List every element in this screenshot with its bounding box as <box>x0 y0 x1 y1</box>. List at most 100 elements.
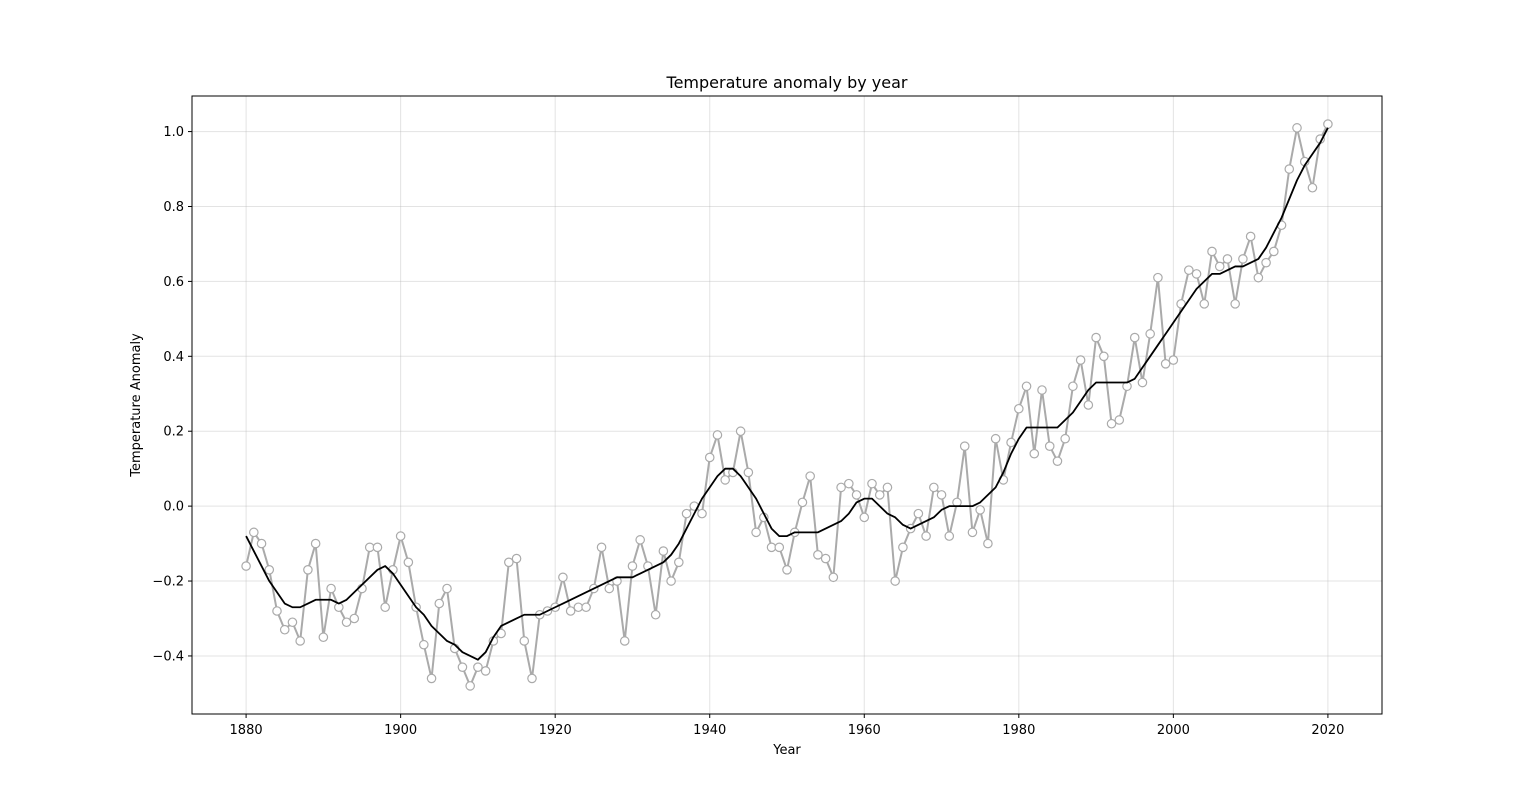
data-point <box>419 639 429 650</box>
data-point <box>349 613 360 624</box>
data-point <box>326 583 336 594</box>
data-point <box>473 662 483 672</box>
data-point <box>1083 400 1094 410</box>
data-point <box>1099 351 1109 362</box>
data-point <box>805 471 815 481</box>
data-point <box>1307 182 1318 193</box>
data-point <box>318 632 329 643</box>
data-point <box>604 583 615 594</box>
data-point <box>1199 299 1210 309</box>
data-point <box>944 531 955 541</box>
y-tick-label: 0.2 <box>163 425 184 440</box>
data-point <box>743 467 754 478</box>
data-point <box>372 542 383 553</box>
data-point <box>1145 329 1155 339</box>
data-point <box>681 508 692 519</box>
data-point <box>975 505 985 515</box>
data-point <box>836 482 846 493</box>
x-tick-label: 1920 <box>539 723 572 738</box>
data-point <box>395 531 406 541</box>
data-point <box>527 673 537 684</box>
x-tick-label: 2020 <box>1311 723 1344 738</box>
data-point <box>820 553 831 564</box>
data-point <box>1029 448 1040 459</box>
data-point <box>1168 355 1179 365</box>
y-tick-label: −0.2 <box>152 575 184 590</box>
data-point <box>813 550 823 560</box>
data-point <box>1323 119 1333 129</box>
y-tick-label: 0.0 <box>163 500 184 515</box>
x-tick-label: 1980 <box>1002 723 1035 738</box>
series-layer <box>241 119 1333 691</box>
data-point <box>859 512 870 523</box>
data-point <box>565 606 576 616</box>
data-point <box>797 497 808 508</box>
data-point <box>921 531 931 541</box>
data-point <box>310 538 321 549</box>
data-point <box>581 602 591 613</box>
x-tick-label: 1880 <box>230 723 263 738</box>
data-point <box>1114 415 1125 425</box>
data-point <box>697 508 707 519</box>
data-point <box>465 681 475 691</box>
data-point <box>264 564 275 575</box>
data-point <box>990 433 1001 444</box>
data-point <box>1284 164 1295 174</box>
data-point <box>983 538 993 549</box>
data-point <box>828 572 839 583</box>
data-point <box>735 426 746 437</box>
data-point <box>898 542 908 553</box>
data-point <box>619 636 630 646</box>
data-point <box>480 666 491 676</box>
data-point <box>874 490 885 500</box>
y-axis-label: Temperature Anomaly <box>129 333 144 478</box>
data-point <box>1075 355 1086 365</box>
data-point <box>1269 246 1279 257</box>
data-point <box>1245 231 1256 242</box>
data-point <box>674 557 684 568</box>
data-point <box>272 606 282 616</box>
y-axis: −0.4 −0.2 0.0 0.2 0.4 0.6 0.8 1.0 <box>152 125 192 664</box>
data-point <box>249 527 259 538</box>
data-point <box>426 673 437 684</box>
data-point <box>341 617 352 628</box>
data-point <box>936 490 947 500</box>
data-point <box>295 636 305 646</box>
x-tick-label: 1900 <box>384 723 417 738</box>
data-point <box>558 572 568 583</box>
data-point <box>1060 433 1070 444</box>
data-point <box>1230 299 1240 309</box>
data-point <box>959 441 970 451</box>
data-point <box>1160 358 1171 369</box>
data-point <box>1106 418 1117 429</box>
data-point <box>1021 381 1032 392</box>
x-axis: 1880 1900 1920 1940 1960 1980 2000 2020 <box>230 714 1344 738</box>
data-point <box>1137 377 1148 388</box>
data-point <box>712 430 723 440</box>
data-point <box>241 561 251 571</box>
y-tick-label: 0.8 <box>163 200 184 215</box>
data-point <box>782 564 792 575</box>
smoothed-trend-line <box>245 127 1329 661</box>
data-point <box>704 452 715 463</box>
data-point <box>751 527 761 538</box>
data-point <box>303 564 313 575</box>
x-tick-label: 2000 <box>1157 723 1190 738</box>
data-point <box>1214 261 1225 272</box>
data-point <box>434 598 445 609</box>
chart-title: Temperature anomaly by year <box>666 73 908 92</box>
data-point <box>519 636 530 646</box>
y-tick-label: −0.4 <box>152 649 184 664</box>
data-point <box>890 576 900 586</box>
data-point <box>596 542 607 553</box>
data-point <box>774 542 785 553</box>
y-tick-label: 0.6 <box>163 275 184 290</box>
y-tick-label: 1.0 <box>163 125 184 140</box>
data-point <box>457 662 468 672</box>
data-point <box>1222 254 1233 264</box>
data-point <box>403 557 414 568</box>
data-point <box>279 624 290 635</box>
y-tick-label: 0.4 <box>163 350 184 365</box>
